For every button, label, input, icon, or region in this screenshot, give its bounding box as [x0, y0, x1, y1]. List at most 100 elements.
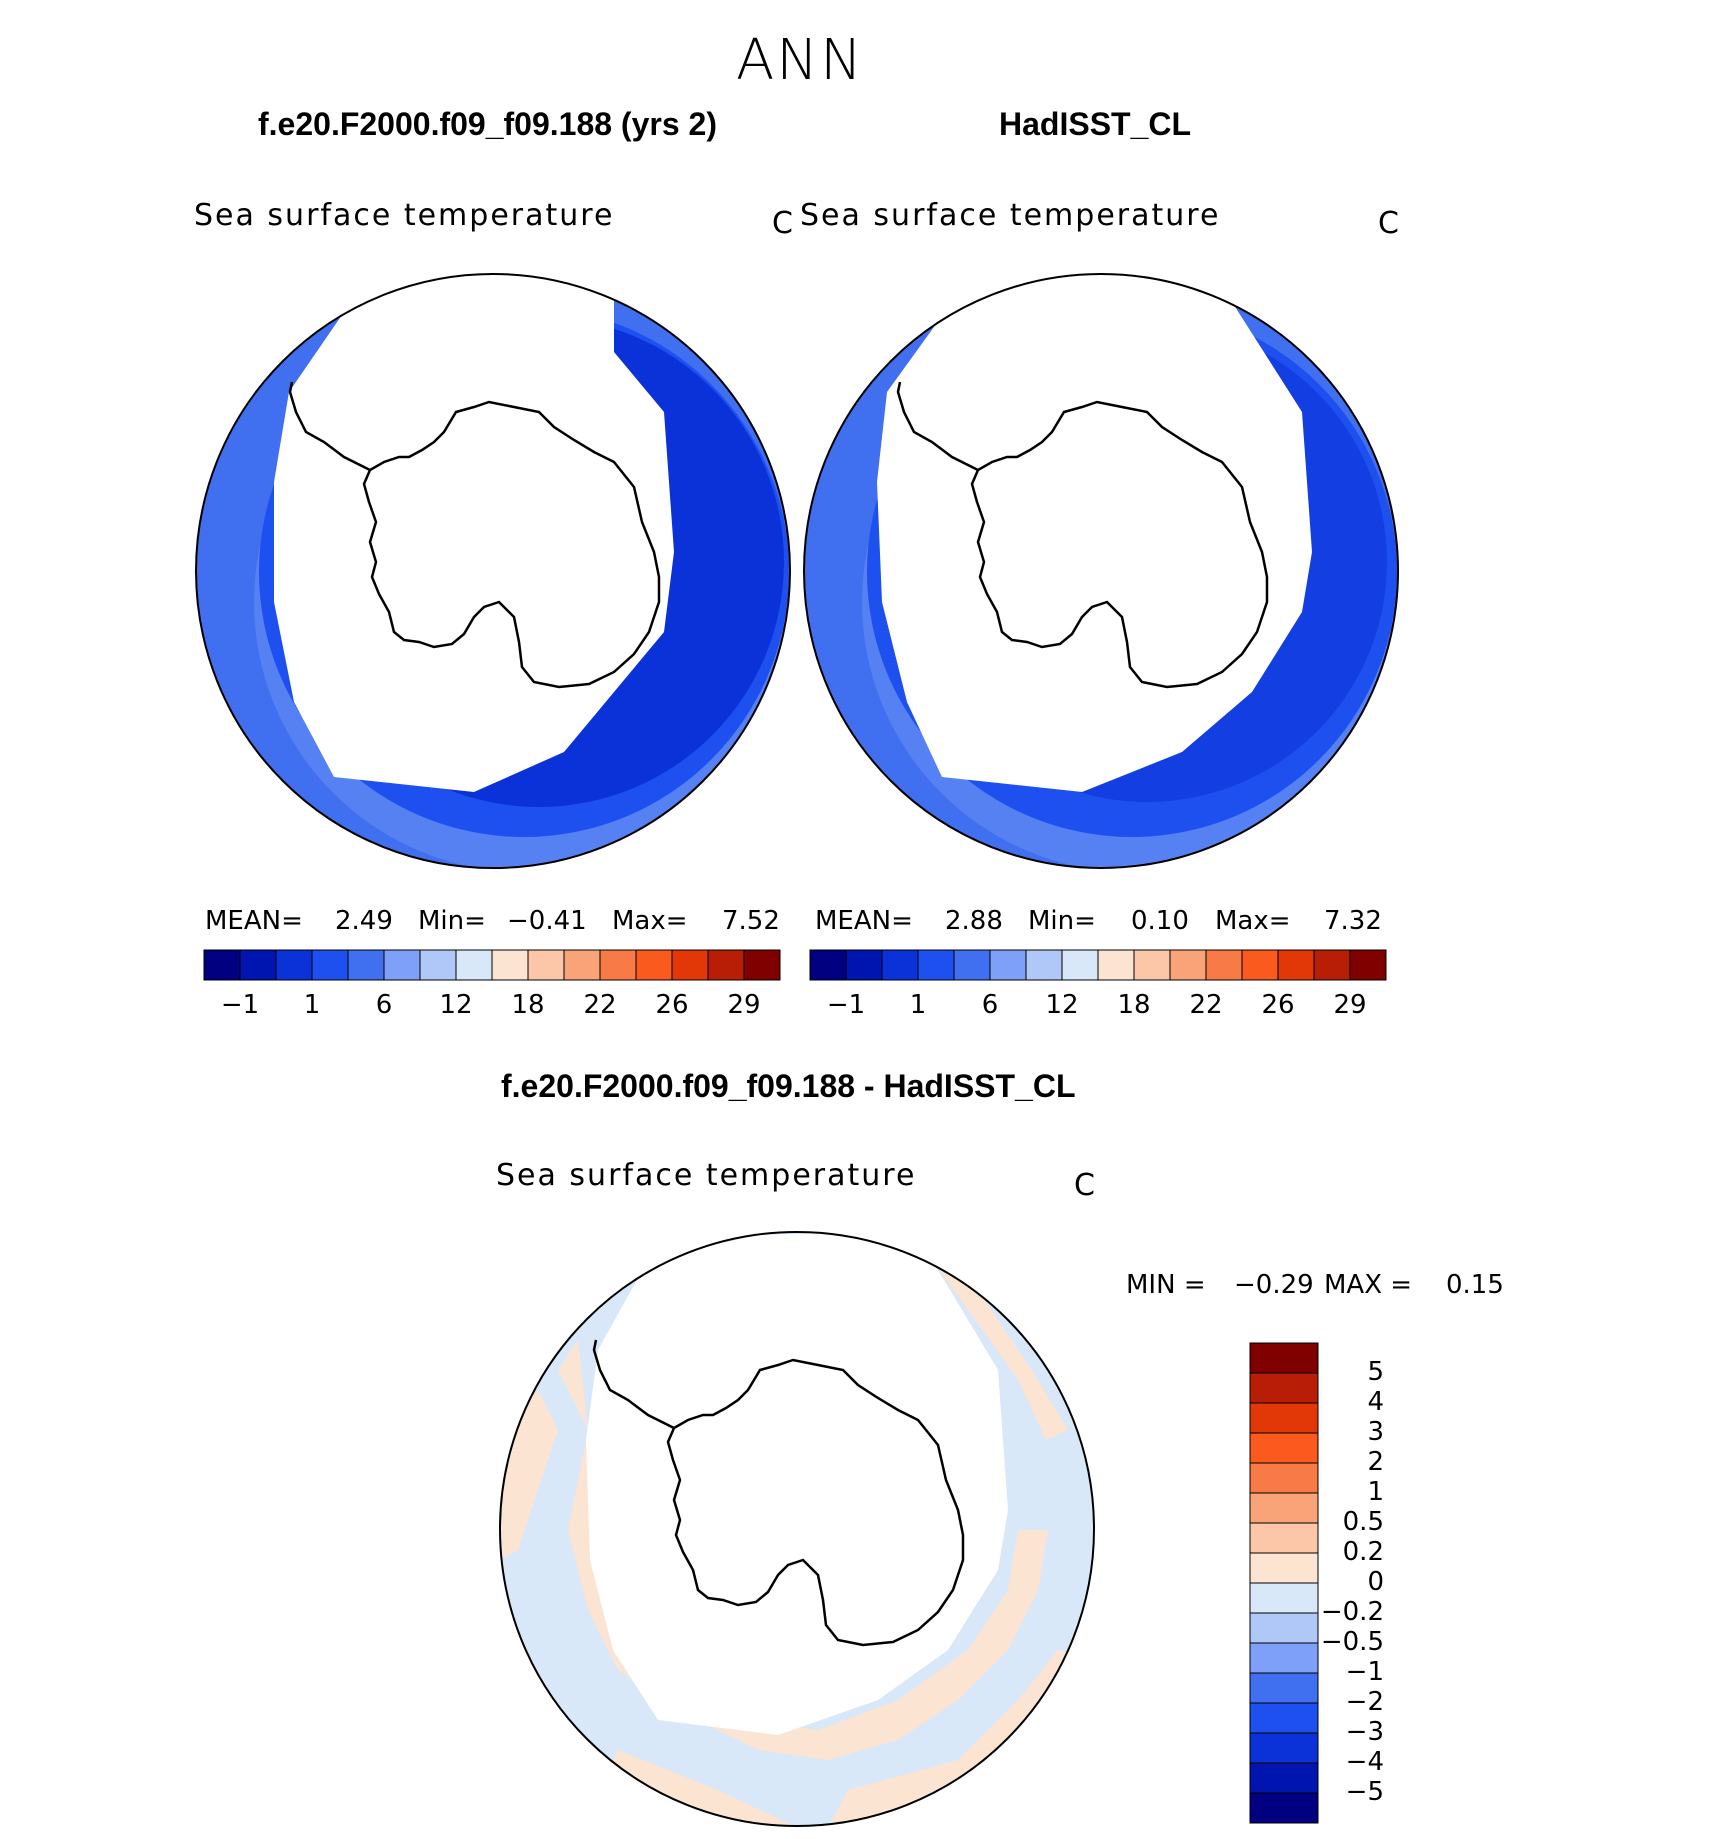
diff-panel-title: f.e20.F2000.f09_f09.188 - HadISST_CL [501, 1068, 1076, 1104]
colorbar-tick-label: 26 [655, 990, 689, 1020]
antarctica-coastline [666, 1358, 965, 1647]
colorbar-tick-label: 0.5 [1342, 1507, 1384, 1537]
colorbar-tick-label: 12 [439, 990, 473, 1020]
colorbar-tick-label: −3 [1345, 1717, 1384, 1747]
model-max-label: Max= [612, 906, 688, 936]
colorbar-swatch [455, 949, 493, 981]
model-panel-title: f.e20.F2000.f09_f09.188 (yrs 2) [258, 106, 717, 142]
colorbar-tick-label: −0.5 [1320, 1627, 1384, 1657]
colorbar-tick-label: 29 [1333, 990, 1367, 1020]
colorbar-tick-label: 3 [1367, 1417, 1384, 1447]
colorbar-tick-label: 2 [1367, 1447, 1384, 1477]
model-min-label: Min= [418, 906, 486, 936]
colorbar-tick-label: −4 [1345, 1747, 1384, 1777]
colorbar-swatch [1249, 1732, 1319, 1764]
colorbar-tick-label: 29 [727, 990, 761, 1020]
colorbar-swatch [1249, 1432, 1319, 1464]
colorbar-swatch [1061, 949, 1099, 981]
obs-stats: MEAN= 2.88 Min= 0.10 Max= 7.32 [815, 906, 1395, 936]
colorbar-tick-label: −1 [1345, 1657, 1384, 1687]
antarctic-peninsula [592, 1339, 675, 1430]
diff-max-label: MAX = [1324, 1270, 1413, 1300]
colorbar-swatch [1249, 1612, 1319, 1644]
colorbar-tick-label: 0.2 [1342, 1537, 1384, 1567]
colorbar-tick-label: 1 [909, 990, 927, 1020]
colorbar-tick-label: 26 [1261, 990, 1295, 1020]
colorbar-swatch [1249, 1402, 1319, 1434]
colorbar-swatch [809, 949, 847, 981]
colorbar-swatch [1133, 949, 1171, 981]
colorbar-tick-label: 1 [303, 990, 321, 1020]
colorbar-swatch [347, 949, 385, 981]
colorbar-swatch [275, 949, 313, 981]
colorbar-swatch [1313, 949, 1351, 981]
colorbar-swatch [1169, 949, 1207, 981]
colorbar-swatch [671, 949, 709, 981]
diff-sst-map [499, 1231, 1095, 1827]
diff-units-label: C [1074, 1168, 1095, 1203]
colorbar-swatch [419, 949, 457, 981]
obs-units-label: C [1378, 206, 1399, 241]
colorbar-swatch [1097, 949, 1135, 981]
colorbar-swatch [563, 949, 601, 981]
colorbar-tick-label: 18 [1117, 990, 1151, 1020]
colorbar-swatch [203, 949, 241, 981]
colorbar-tick-label: 12 [1045, 990, 1079, 1020]
colorbar-tick-label: 1 [1367, 1477, 1384, 1507]
colorbar-swatch [989, 949, 1027, 981]
antarctica-coastline [970, 400, 1269, 689]
colorbar-tick-label: 22 [583, 990, 617, 1020]
model-stats: MEAN= 2.49 Min= −0.41 Max= 7.52 [205, 906, 785, 936]
sea-ice-mask [586, 1232, 1008, 1735]
colorbar-tick-label: −2 [1345, 1687, 1384, 1717]
diff-colorbar-ticks: 5 4 3 2 1 0.5 0.2 0 −0.2 −0.5 −1 −2 −3 −4 −5 [1320, 1343, 1422, 1823]
model-mean-value: 2.49 [335, 906, 393, 936]
model-colorbar-ticks: −1 1 6 12 18 22 26 29 [204, 990, 780, 1022]
diff-max-value: 0.15 [1446, 1270, 1504, 1300]
model-units-label: C [772, 206, 793, 241]
model-max-value: 7.52 [722, 906, 780, 936]
colorbar-swatch [1249, 1642, 1319, 1674]
antarctica-coastline [362, 400, 661, 689]
colorbar-swatch [1205, 949, 1243, 981]
colorbar-swatch [1249, 1462, 1319, 1494]
colorbar-tick-label: 0 [1367, 1567, 1384, 1597]
colorbar-swatch [527, 949, 565, 981]
colorbar-swatch [707, 949, 745, 981]
obs-max-label: Max= [1215, 906, 1291, 936]
diff-stats: MIN = −0.29 MAX = 0.15 [1126, 1270, 1526, 1300]
model-mean-label: MEAN= [205, 906, 303, 936]
colorbar-swatch [383, 949, 421, 981]
plot-title: ANN [735, 28, 865, 93]
model-sst-map [195, 273, 791, 869]
colorbar-tick-label: −0.2 [1320, 1597, 1384, 1627]
colorbar-swatch [1249, 1672, 1319, 1704]
colorbar-swatch [1241, 949, 1279, 981]
colorbar-swatch [1277, 949, 1315, 981]
colorbar-tick-label: −1 [220, 990, 260, 1020]
obs-mean-value: 2.88 [945, 906, 1003, 936]
colorbar-swatch [1249, 1552, 1319, 1584]
colorbar-tick-label: 4 [1367, 1387, 1384, 1417]
colorbar-tick-label: −5 [1345, 1777, 1384, 1807]
colorbar-tick-label: 22 [1189, 990, 1223, 1020]
colorbar-swatch [1249, 1492, 1319, 1524]
sea-ice-mask [274, 274, 674, 792]
obs-min-label: Min= [1028, 906, 1096, 936]
colorbar-swatch [1249, 1372, 1319, 1404]
colorbar-swatch [1249, 1342, 1319, 1374]
colorbar-swatch [1249, 1792, 1319, 1824]
obs-colorbar [809, 949, 1387, 981]
colorbar-swatch [845, 949, 883, 981]
colorbar-tick-label: −1 [826, 990, 866, 1020]
obs-variable-label: Sea surface temperature [800, 198, 1221, 233]
colorbar-swatch [953, 949, 991, 981]
colorbar-tick-label: 18 [511, 990, 545, 1020]
colorbar-swatch [1349, 949, 1387, 981]
antarctic-peninsula [288, 381, 371, 472]
diff-positive-area [918, 1240, 1068, 1440]
colorbar-swatch [1249, 1522, 1319, 1554]
colorbar-tick-label: 5 [1367, 1357, 1384, 1387]
diff-min-value: −0.29 [1234, 1270, 1314, 1300]
colorbar-tick-label: 6 [375, 990, 393, 1020]
